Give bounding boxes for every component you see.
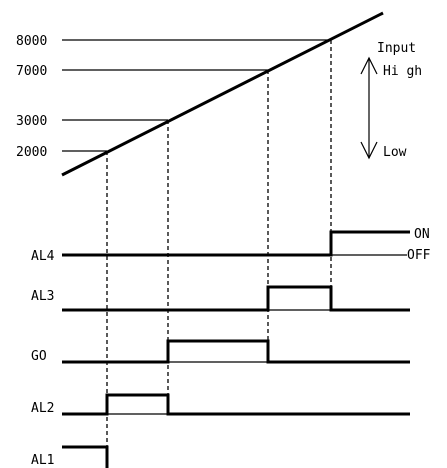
signal-trace-al3 <box>62 285 410 312</box>
high-label: Hi gh <box>383 64 422 79</box>
level-label-8000: 8000 <box>16 34 47 49</box>
down-arrow-head <box>360 141 378 160</box>
signal-label-al1: AL1 <box>31 453 54 468</box>
signal-trace-al4 <box>62 230 410 257</box>
signal-label-al2: AL2 <box>31 401 54 416</box>
state-label-off: OFF <box>407 248 431 263</box>
input-label: Input <box>377 41 416 56</box>
signal-label-al3: AL3 <box>31 289 54 304</box>
level-label-3000: 3000 <box>16 114 47 129</box>
input-ramp-line <box>61 11 384 177</box>
level-label-2000: 2000 <box>16 145 47 160</box>
low-label: Low <box>383 145 407 160</box>
signal-label-al4: AL4 <box>31 249 55 264</box>
state-label-on: ON <box>414 227 430 242</box>
signal-trace-al2 <box>62 393 410 416</box>
signal-label-go: GO <box>31 349 47 364</box>
signal-trace-al1 <box>62 445 109 468</box>
signal-trace-go <box>62 339 410 364</box>
level-label-7000: 7000 <box>16 64 47 79</box>
up-arrow-head <box>360 56 378 75</box>
